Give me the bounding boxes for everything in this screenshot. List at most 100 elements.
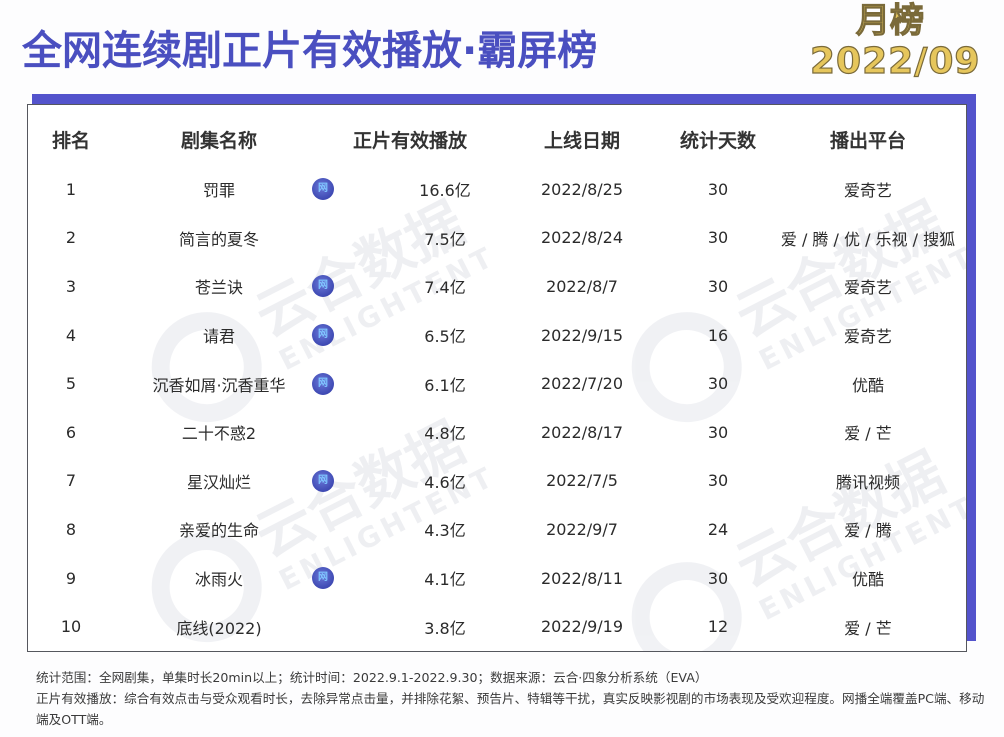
cell-platform: 爱奇艺 <box>768 262 966 311</box>
cell-title-text: 苍兰诀 <box>194 278 243 298</box>
period-badge: 月榜 2022/09 <box>809 1 981 82</box>
col-header-title: 剧集名称 <box>180 129 257 152</box>
cell-plays: 6.1亿 <box>324 359 496 408</box>
col-header-rank: 排名 <box>51 129 90 152</box>
network-exclusive-icon: 网 <box>312 178 334 201</box>
cell-rank: 4 <box>28 311 114 360</box>
cell-platform-text: 爱 / 腾 / 优 / 乐视 / 搜狐 <box>780 229 956 249</box>
cell-platform: 爱 / 腾 <box>768 505 966 554</box>
footnote: 统计范围：全网剧集，单集时长20min以上；统计时间：2022.9.1-2022… <box>36 667 986 730</box>
badge-period-type: 月榜 <box>855 1 924 41</box>
network-exclusive-icon: 网 <box>312 275 334 298</box>
cell-plays: 4.1亿 <box>324 554 496 603</box>
cell-title: 简言的夏冬 <box>114 214 324 263</box>
cell-days: 30 <box>668 262 768 311</box>
cell-days-text: 12 <box>707 617 729 637</box>
cell-days-text: 30 <box>707 471 729 491</box>
table-row: 10 底线(2022) 3.8亿 2022/9/19 12 爱 / 芒 <box>28 602 966 651</box>
cell-title: 沉香如屑·沉香重华 网 <box>114 359 334 408</box>
cell-rank-text: 4 <box>65 325 77 345</box>
cell-title: 星汉灿烂 网 <box>114 457 334 506</box>
cell-rank: 6 <box>28 408 114 457</box>
cell-rank: 9 <box>28 554 114 603</box>
table-row: 2 简言的夏冬 7.5亿 2022/8/24 30 爱 / 腾 / 优 / 乐视 / 搜狐 <box>28 214 966 263</box>
col-header-release-date: 上线日期 <box>543 129 620 152</box>
cell-title: 底线(2022) <box>114 602 324 651</box>
badge-period-date: 2022/09 <box>809 41 981 82</box>
table-row: 4 请君 网 6.5亿 2022/9/15 16 爱奇艺 <box>28 311 966 360</box>
cell-rank: 3 <box>28 262 114 311</box>
cell-release-date-text: 2022/9/19 <box>540 617 624 637</box>
cell-title-text: 冰雨火 <box>194 570 243 590</box>
cell-plays-text: 6.1亿 <box>424 375 466 395</box>
cell-rank-text: 10 <box>60 617 82 637</box>
cell-days: 30 <box>668 359 768 408</box>
cell-plays-text: 4.1亿 <box>424 570 466 590</box>
cell-rank: 1 <box>28 165 114 214</box>
cell-release-date-text: 2022/9/15 <box>540 325 624 345</box>
cell-release-date: 2022/8/25 <box>496 165 668 214</box>
cell-plays-text: 3.8亿 <box>424 618 466 638</box>
cell-plays: 6.5亿 <box>324 311 496 360</box>
cell-title-text: 罚罪 <box>202 181 235 201</box>
cell-release-date: 2022/9/7 <box>496 505 668 554</box>
cell-days-text: 30 <box>707 228 729 248</box>
network-exclusive-icon: 网 <box>312 324 334 347</box>
cell-platform-text: 优酷 <box>851 570 884 590</box>
cell-rank-text: 1 <box>65 179 77 199</box>
cell-platform: 爱 / 芒 <box>768 602 966 651</box>
cell-days-text: 30 <box>707 374 729 394</box>
cell-title: 亲爱的生命 <box>114 505 324 554</box>
cell-platform-text: 爱奇艺 <box>843 278 892 298</box>
table-row: 7 星汉灿烂 网 4.6亿 2022/7/5 30 腾讯视频 <box>28 457 966 506</box>
cell-platform: 爱 / 腾 / 优 / 乐视 / 搜狐 <box>768 214 966 263</box>
cell-plays-text: 7.4亿 <box>424 278 466 298</box>
cell-title-text: 请君 <box>202 327 235 347</box>
cell-release-date: 2022/9/19 <box>496 602 668 651</box>
cell-title-text: 沉香如屑·沉香重华 <box>152 375 286 395</box>
cell-release-date: 2022/9/15 <box>496 311 668 360</box>
cell-rank-text: 5 <box>65 374 77 394</box>
cell-rank-text: 6 <box>65 422 77 442</box>
cell-platform-text: 爱奇艺 <box>843 327 892 347</box>
cell-plays-text: 16.6亿 <box>419 181 471 201</box>
cell-days-text: 30 <box>707 276 729 296</box>
cell-title: 二十不惑2 <box>114 408 324 457</box>
cell-platform: 爱奇艺 <box>768 311 966 360</box>
cell-platform: 腾讯视频 <box>768 457 966 506</box>
cell-platform: 爱 / 芒 <box>768 408 966 457</box>
cell-title: 罚罪 网 <box>114 165 334 214</box>
ranking-table: 排名 剧集名称 正片有效播放 上线日期 统计天数 播出平台 1 罚罪网 16.6亿 2… <box>28 105 966 651</box>
cell-plays-text: 4.8亿 <box>424 424 466 444</box>
cell-release-date-text: 2022/8/25 <box>540 179 624 199</box>
cell-rank: 8 <box>28 505 114 554</box>
cell-rank: 2 <box>28 214 114 263</box>
network-exclusive-icon: 网 <box>312 372 334 395</box>
ranking-card: 云合数据 ENLIGHTENT 云合数据 ENLIGHTENT 云合数据 ENLIGH… <box>27 104 967 652</box>
cell-platform: 优酷 <box>768 554 966 603</box>
cell-days-text: 30 <box>707 179 729 199</box>
cell-rank: 5 <box>28 359 114 408</box>
cell-plays: 4.8亿 <box>324 408 496 457</box>
cell-plays-text: 6.5亿 <box>424 327 466 347</box>
cell-platform-text: 爱 / 芒 <box>844 618 892 638</box>
cell-plays: 3.8亿 <box>324 602 496 651</box>
cell-platform-text: 爱 / 腾 <box>844 521 892 541</box>
cell-platform: 爱奇艺 <box>768 165 966 214</box>
table-row: 8 亲爱的生命 4.3亿 2022/9/7 24 爱 / 腾 <box>28 505 966 554</box>
cell-plays: 7.5亿 <box>324 214 496 263</box>
cell-plays: 7.4亿 <box>324 262 496 311</box>
cell-plays: 16.6亿 <box>324 165 496 214</box>
cell-release-date: 2022/8/11 <box>496 554 668 603</box>
cell-title: 冰雨火 网 <box>114 554 334 603</box>
cell-release-date-text: 2022/8/24 <box>540 228 624 248</box>
cell-days: 16 <box>668 311 768 360</box>
cell-plays: 4.3亿 <box>324 505 496 554</box>
cell-rank: 7 <box>28 457 114 506</box>
table-row: 6 二十不惑2 4.8亿 2022/8/17 30 爱 / 芒 <box>28 408 966 457</box>
cell-rank-text: 8 <box>65 519 77 539</box>
col-header-days: 统计天数 <box>679 129 756 152</box>
cell-release-date-text: 2022/7/20 <box>540 374 624 394</box>
cell-days-text: 16 <box>707 325 729 345</box>
